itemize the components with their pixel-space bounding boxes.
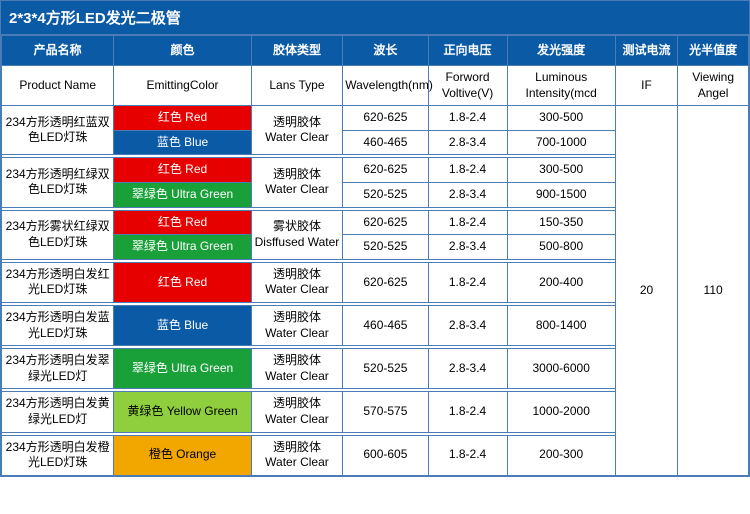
cell-iv: 200-400 [507,262,615,302]
cell-wl: 460-465 [343,130,428,155]
cell-vf: 1.8-2.4 [428,435,507,475]
color-chip: 翠绿色 Ultra Green [114,182,251,207]
color-chip: 红色 Red [114,106,251,131]
color-chip: 橙色 Orange [114,435,251,475]
color-chip: 红色 Red [114,210,251,235]
cell-vf: 1.8-2.4 [428,392,507,432]
cell-vf: 2.8-3.4 [428,235,507,260]
spec-table: 产品名称 颜色 胶体类型 波长 正向电压 发光强度 测试电流 光半值度 Prod… [1,35,749,476]
lens-type: 雾状胶体Disffused Water [251,210,343,259]
cell-iv: 1000-2000 [507,392,615,432]
table-row: 234方形透明红蓝双色LED灯珠红色 Red透明胶体Water Clear620… [2,106,749,131]
lens-type: 透明胶体Water Clear [251,262,343,302]
cell-vf: 2.8-3.4 [428,349,507,389]
h-product: 产品名称 [2,36,114,66]
h-angle: 光半值度 [678,36,749,66]
h2-lens: Lans Type [251,66,343,106]
color-chip: 翠绿色 Ultra Green [114,349,251,389]
cell-iv: 200-300 [507,435,615,475]
cell-vf: 1.8-2.4 [428,210,507,235]
if-value: 20 [615,106,677,476]
cell-vf: 1.8-2.4 [428,158,507,183]
cell-wl: 600-605 [343,435,428,475]
cell-wl: 520-525 [343,235,428,260]
cell-wl: 520-525 [343,182,428,207]
cell-iv: 300-500 [507,106,615,131]
lens-type: 透明胶体Water Clear [251,158,343,207]
h-iv: 发光强度 [507,36,615,66]
cell-wl: 620-625 [343,262,428,302]
product-name: 234方形透明红蓝双色LED灯珠 [2,106,114,155]
color-chip: 黄绿色 Yellow Green [114,392,251,432]
product-name: 234方形雾状红绿双色LED灯珠 [2,210,114,259]
h2-if: IF [615,66,677,106]
cell-wl: 620-625 [343,106,428,131]
cell-iv: 900-1500 [507,182,615,207]
cell-iv: 3000-6000 [507,349,615,389]
h2-iv: Luminous Intensity(mcd [507,66,615,106]
lens-type: 透明胶体Water Clear [251,392,343,432]
product-name: 234方形透明白发红光LED灯珠 [2,262,114,302]
h-lens: 胶体类型 [251,36,343,66]
h-if: 测试电流 [615,36,677,66]
lens-type: 透明胶体Water Clear [251,106,343,155]
cell-vf: 2.8-3.4 [428,182,507,207]
table-body: 234方形透明红蓝双色LED灯珠红色 Red透明胶体Water Clear620… [2,106,749,476]
lens-type: 透明胶体Water Clear [251,435,343,475]
h2-vf: Forword Voltive(V) [428,66,507,106]
product-name: 234方形透明白发黄绿光LED灯 [2,392,114,432]
header-row-en: Product Name EmittingColor Lans Type Wav… [2,66,749,106]
cell-wl: 460-465 [343,305,428,345]
product-name: 234方形透明红绿双色LED灯珠 [2,158,114,207]
cell-wl: 520-525 [343,349,428,389]
cell-wl: 570-575 [343,392,428,432]
product-name: 234方形透明白发蓝光LED灯珠 [2,305,114,345]
h2-color: EmittingColor [114,66,251,106]
cell-vf: 1.8-2.4 [428,106,507,131]
color-chip: 红色 Red [114,262,251,302]
color-chip: 红色 Red [114,158,251,183]
cell-wl: 620-625 [343,210,428,235]
product-name: 234方形透明白发橙光LED灯珠 [2,435,114,475]
cell-iv: 700-1000 [507,130,615,155]
cell-iv: 300-500 [507,158,615,183]
lens-type: 透明胶体Water Clear [251,349,343,389]
h-vf: 正向电压 [428,36,507,66]
cell-vf: 2.8-3.4 [428,130,507,155]
h2-wl: Wavelength(nm) [343,66,428,106]
cell-iv: 500-800 [507,235,615,260]
h-color: 颜色 [114,36,251,66]
table-header: 产品名称 颜色 胶体类型 波长 正向电压 发光强度 测试电流 光半值度 Prod… [2,36,749,106]
header-row-cn: 产品名称 颜色 胶体类型 波长 正向电压 发光强度 测试电流 光半值度 [2,36,749,66]
color-chip: 蓝色 Blue [114,305,251,345]
cell-vf: 1.8-2.4 [428,262,507,302]
h-wl: 波长 [343,36,428,66]
cell-iv: 150-350 [507,210,615,235]
angle-value: 110 [678,106,749,476]
h2-product: Product Name [2,66,114,106]
h2-angle: Viewing Angel [678,66,749,106]
table-title: 2*3*4方形LED发光二极管 [1,1,749,35]
cell-vf: 2.8-3.4 [428,305,507,345]
color-chip: 翠绿色 Ultra Green [114,235,251,260]
cell-iv: 800-1400 [507,305,615,345]
led-spec-table: 2*3*4方形LED发光二极管 产品名称 颜色 胶体类型 波长 正向电压 发光强… [0,0,750,477]
cell-wl: 620-625 [343,158,428,183]
product-name: 234方形透明白发翠绿光LED灯 [2,349,114,389]
lens-type: 透明胶体Water Clear [251,305,343,345]
color-chip: 蓝色 Blue [114,130,251,155]
